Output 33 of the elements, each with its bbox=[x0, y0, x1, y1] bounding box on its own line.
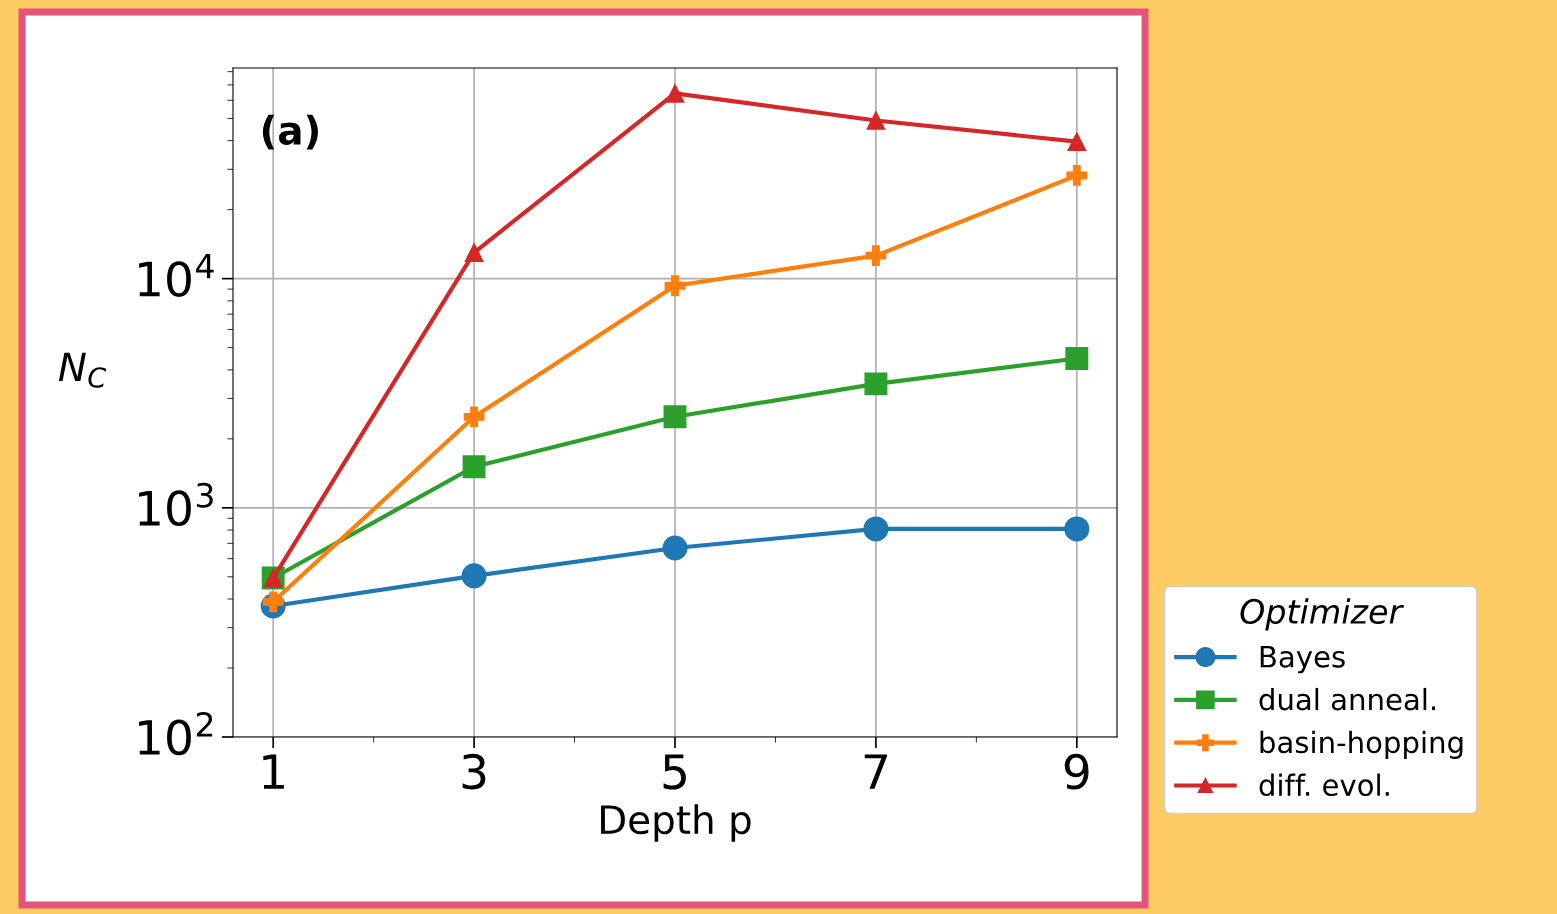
point bbox=[464, 243, 484, 262]
legend-label: Bayes bbox=[1260, 645, 1345, 674]
point bbox=[665, 84, 685, 103]
legend-label: diff. evol. bbox=[1259, 773, 1389, 797]
y-tick-label: 10$^{4}$ bbox=[139, 254, 214, 297]
point bbox=[1067, 132, 1087, 152]
point bbox=[864, 372, 888, 396]
x-axis-title: Depth p bbox=[601, 804, 751, 842]
y-tick-label: 10$^{3}$ bbox=[139, 482, 213, 527]
x-tick-label: 3 bbox=[462, 753, 486, 790]
x-tick-label: 7 bbox=[864, 754, 887, 789]
point bbox=[461, 563, 487, 589]
point bbox=[462, 455, 486, 479]
point bbox=[663, 405, 687, 429]
x-tick-label: 5 bbox=[663, 754, 686, 790]
x-tick-label: 9 bbox=[1064, 753, 1089, 790]
annotation: (a) bbox=[262, 114, 318, 150]
y-axis-title: N$_{C}$ bbox=[58, 352, 107, 388]
point bbox=[1066, 165, 1088, 186]
legend-label: dual anneal. bbox=[1259, 687, 1436, 711]
point bbox=[863, 516, 889, 542]
point bbox=[1065, 347, 1089, 371]
point bbox=[1064, 516, 1090, 542]
point bbox=[664, 275, 686, 297]
point bbox=[865, 245, 887, 267]
point bbox=[866, 111, 886, 130]
x-tick-label: 1 bbox=[263, 754, 284, 789]
y-tick-label: 10$^{2}$ bbox=[139, 711, 213, 756]
point bbox=[262, 591, 284, 613]
point bbox=[662, 535, 688, 561]
legend-title: Optimizer bbox=[1240, 598, 1404, 631]
point bbox=[463, 406, 485, 428]
legend-label: basin-hopping bbox=[1260, 730, 1463, 759]
